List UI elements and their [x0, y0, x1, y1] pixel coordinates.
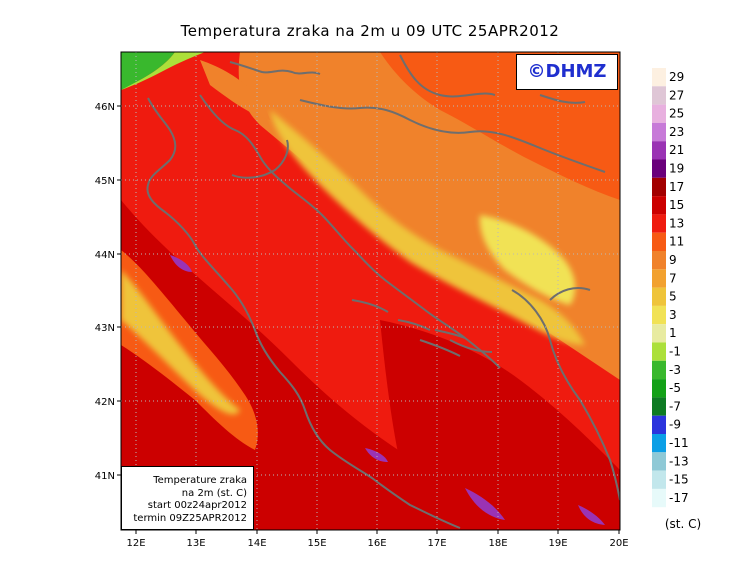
lon-tick-label: 13E [186, 538, 205, 549]
latitude-labels: 46N 45N 44N 43N 42N 41N [95, 102, 115, 482]
colorbar-label: 17 [669, 180, 684, 194]
colorbar-swatch [652, 342, 666, 361]
colorbar-label: -1 [669, 345, 681, 359]
south-adriatic-warm-area [380, 320, 620, 530]
info-line-termin: termin 09Z25APR2012 [133, 512, 247, 524]
dhmz-logo: ©DHMZ [516, 54, 618, 90]
logo-text: ©DHMZ [527, 61, 607, 82]
hot-spot [170, 255, 192, 272]
lat-tick-label: 43N [95, 323, 115, 334]
istria-peninsula [200, 60, 270, 120]
colorbar-label: -15 [669, 473, 689, 487]
italy-apennines [121, 270, 240, 415]
colorbar-label: 29 [669, 70, 684, 84]
colorbar-swatch [652, 141, 666, 160]
colorbar-label: -11 [669, 436, 689, 450]
lat-tick-label: 44N [95, 250, 115, 261]
colorbar-label: -3 [669, 363, 681, 377]
colorbar-swatch [652, 360, 666, 380]
lon-tick-label: 15E [307, 538, 326, 549]
lat-tick-label: 41N [95, 471, 115, 482]
colorbar-swatch [652, 214, 666, 233]
info-line-start: start 00z24apr2012 [147, 500, 247, 511]
colorbar-label: 15 [669, 198, 684, 212]
colorbar-label: 7 [669, 271, 677, 285]
colorbar-label: 9 [669, 253, 677, 267]
lat-tick-label: 45N [95, 176, 115, 187]
colorbar-swatch [652, 488, 666, 508]
info-line-variable: Temperature zraka [153, 475, 247, 486]
colorbar-label: -13 [669, 454, 689, 468]
lat-tick-label: 42N [95, 397, 115, 408]
lon-tick-label: 12E [126, 538, 145, 549]
hot-spot [465, 488, 505, 520]
colorbar-swatch [652, 305, 666, 325]
colorbar-swatch [652, 397, 666, 416]
longitude-labels: 12E 13E 14E 15E 16E 17E 18E 19E 20E [126, 538, 628, 549]
lon-tick-label: 20E [609, 538, 628, 549]
bosnia-highlands [479, 215, 576, 305]
colorbar-swatch [652, 159, 666, 178]
colorbar-label: 23 [669, 125, 684, 139]
lon-tick-label: 17E [427, 538, 446, 549]
colorbar-swatch [652, 68, 666, 87]
tick-marks [117, 105, 620, 534]
colorbar-label: 1 [669, 326, 677, 340]
dinaric-alps-cool-band [270, 110, 585, 345]
colorbar-label: 11 [669, 235, 684, 249]
colorbar-label: -9 [669, 418, 681, 432]
colorbar-label: -7 [669, 399, 681, 413]
colorbar-label: 19 [669, 162, 684, 176]
info-box: Temperature zraka na 2m (st. C) start 00… [121, 466, 254, 530]
colorbar-swatch [652, 415, 666, 434]
colorbar-swatch [652, 287, 666, 306]
colorbar-swatch [652, 104, 666, 123]
colorbar: 29 27 25 23 21 19 17 15 13 11 9 7 5 3 1 -1 -3 -5 -7 -9 -11 -1… [652, 68, 689, 508]
colorbar-label: -5 [669, 381, 681, 395]
lon-tick-label: 18E [488, 538, 507, 549]
colorbar-label: 13 [669, 216, 684, 230]
colorbar-swatch [652, 86, 666, 105]
page-title: Temperatura zraka na 2m u 09 UTC 25APR20… [180, 22, 560, 40]
lat-tick-label: 46N [95, 102, 115, 113]
colorbar-swatch [652, 122, 666, 142]
colorbar-label: 3 [669, 308, 677, 322]
colorbar-swatch [652, 452, 666, 471]
lon-tick-label: 14E [247, 538, 266, 549]
alps-cold-area [121, 52, 175, 90]
lon-tick-label: 19E [548, 538, 567, 549]
colorbar-swatch [652, 232, 666, 251]
colorbar-label: 21 [669, 143, 684, 157]
hot-spot [365, 448, 388, 462]
hot-spot [578, 505, 605, 525]
adriatic-sea-warm-area [121, 200, 560, 530]
temperature-field [121, 52, 620, 530]
info-line-units: na 2m (st. C) [181, 487, 247, 499]
colorbar-label: 5 [669, 290, 677, 304]
colorbar-swatch [652, 324, 666, 343]
lon-tick-label: 16E [367, 538, 386, 549]
colorbar-swatch [652, 177, 666, 197]
colorbar-label: -17 [669, 491, 689, 505]
colorbar-swatch [652, 269, 666, 288]
colorbar-swatch [652, 379, 666, 398]
alps-cool-area [121, 52, 205, 90]
colorbar-swatch [652, 434, 666, 453]
colorbar-label: 25 [669, 107, 684, 121]
colorbar-label: 27 [669, 88, 684, 102]
colorbar-swatch [652, 196, 666, 215]
colorbar-swatch [652, 251, 666, 270]
colorbar-swatch [652, 470, 666, 489]
coastlines [146, 54, 620, 529]
colorbar-unit: (st. C) [665, 517, 701, 531]
map-frame [120, 51, 621, 531]
